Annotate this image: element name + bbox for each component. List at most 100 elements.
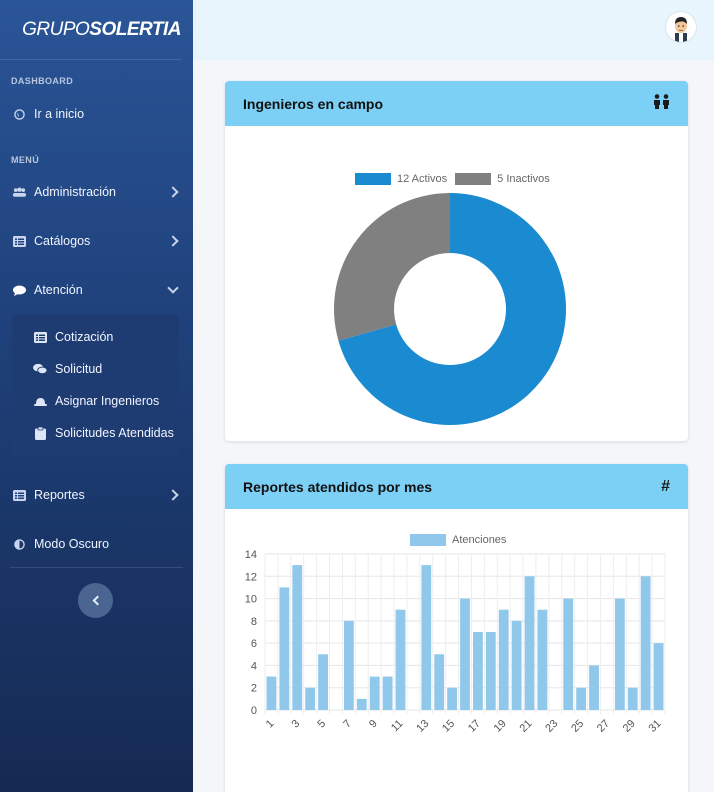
chevron-right-icon bbox=[167, 489, 179, 501]
sidebar-item-administracion[interactable]: Administración bbox=[0, 180, 193, 204]
atencion-submenu: Cotización Solicitud Asignar Ingenieros … bbox=[12, 314, 179, 456]
bar[interactable] bbox=[460, 598, 470, 710]
sidebar-item-atencion[interactable]: Atención bbox=[0, 278, 193, 302]
x-tick-label: 15 bbox=[440, 718, 457, 735]
list-icon bbox=[12, 235, 27, 247]
hard-hat-icon bbox=[33, 396, 47, 407]
collapse-sidebar-button[interactable] bbox=[78, 583, 113, 618]
submenu-item-label: Asignar Ingenieros bbox=[55, 394, 160, 408]
sidebar: GRUPOSOLERTIA DASHBOARD Ir a inicio MENÚ… bbox=[0, 0, 193, 792]
chevron-left-icon bbox=[92, 595, 102, 606]
reports-card: Reportes atendidos por mes # Atenciones … bbox=[225, 464, 688, 792]
chevron-down-icon bbox=[167, 282, 179, 294]
x-tick-label: 31 bbox=[647, 718, 664, 735]
sidebar-item-catalogos[interactable]: Catálogos bbox=[0, 229, 193, 253]
chevron-right-icon bbox=[167, 186, 179, 198]
bar[interactable] bbox=[292, 565, 303, 710]
bar[interactable] bbox=[447, 687, 457, 710]
bar[interactable] bbox=[576, 687, 587, 710]
bar[interactable] bbox=[434, 654, 445, 710]
sidebar-item-label: Modo Oscuro bbox=[34, 537, 110, 551]
submenu-item-cotizacion[interactable]: Cotización bbox=[12, 326, 179, 348]
submenu-item-solicitudes-atendidas[interactable]: Solicitudes Atendidas bbox=[12, 422, 179, 444]
x-tick-label: 27 bbox=[595, 718, 612, 735]
doughnut-slice[interactable] bbox=[334, 193, 450, 341]
submenu-item-solicitud[interactable]: Solicitud bbox=[12, 358, 179, 380]
bar[interactable] bbox=[318, 654, 328, 710]
bar[interactable] bbox=[343, 620, 354, 710]
comment-icon bbox=[12, 285, 27, 296]
bar[interactable] bbox=[627, 687, 638, 710]
bar[interactable] bbox=[266, 676, 277, 710]
submenu-item-label: Solicitud bbox=[55, 362, 103, 376]
bar[interactable] bbox=[485, 632, 496, 710]
pie-legend: 12 Activos 5 Inactivos bbox=[355, 173, 550, 185]
submenu-item-label: Cotización bbox=[55, 330, 114, 344]
y-tick-label: 0 bbox=[251, 705, 257, 717]
y-tick-label: 8 bbox=[251, 616, 257, 628]
contrast-icon bbox=[12, 538, 27, 550]
users-icon bbox=[12, 187, 27, 198]
submenu-item-label: Solicitudes Atendidas bbox=[55, 426, 174, 440]
bar[interactable] bbox=[653, 643, 664, 710]
chevron-right-icon bbox=[167, 235, 179, 247]
menu-section-title: MENÚ bbox=[11, 155, 40, 165]
y-tick-label: 4 bbox=[251, 660, 257, 672]
x-tick-label: 19 bbox=[492, 718, 509, 735]
user-avatar-icon bbox=[675, 17, 687, 42]
x-tick-label: 9 bbox=[367, 718, 380, 731]
legend-label-inactivos: 5 Inactivos bbox=[497, 173, 550, 185]
submenu-item-asignar-ingenieros[interactable]: Asignar Ingenieros bbox=[12, 390, 179, 412]
bar[interactable] bbox=[614, 598, 625, 710]
x-tick-label: 29 bbox=[621, 718, 638, 735]
y-tick-label: 6 bbox=[251, 638, 257, 650]
x-tick-label: 11 bbox=[389, 718, 406, 735]
engineers-card: Ingenieros en campo 12 Activos 5 Inactiv… bbox=[225, 81, 688, 441]
sidebar-item-label: Administración bbox=[34, 185, 116, 199]
y-tick-label: 10 bbox=[245, 594, 257, 606]
bar[interactable] bbox=[382, 676, 393, 710]
sidebar-item-modo-oscuro[interactable]: Modo Oscuro bbox=[0, 532, 193, 556]
y-tick-label: 12 bbox=[245, 571, 257, 583]
bar[interactable] bbox=[511, 620, 522, 710]
list-alt-icon bbox=[33, 331, 47, 343]
bar[interactable] bbox=[305, 687, 316, 710]
doughnut-slice[interactable] bbox=[338, 193, 566, 425]
comments-icon bbox=[33, 363, 47, 375]
globe-icon bbox=[12, 108, 27, 120]
y-tick-label: 14 bbox=[245, 549, 257, 561]
top-header bbox=[193, 0, 714, 60]
legend-swatch-atenciones bbox=[410, 534, 446, 546]
bar[interactable] bbox=[421, 565, 432, 710]
brand-name: GRUPOSOLERTIA bbox=[22, 18, 181, 40]
sidebar-item-label: Catálogos bbox=[34, 234, 91, 248]
brand-logo[interactable]: GRUPOSOLERTIA bbox=[0, 0, 181, 60]
bar[interactable] bbox=[563, 598, 574, 710]
x-tick-label: 13 bbox=[414, 718, 431, 735]
people-icon bbox=[653, 93, 670, 114]
bar[interactable] bbox=[473, 632, 483, 710]
bar[interactable] bbox=[640, 576, 651, 710]
bar[interactable] bbox=[524, 576, 535, 710]
bar[interactable] bbox=[537, 609, 548, 710]
sidebar-item-label: Atención bbox=[34, 283, 83, 297]
bar[interactable] bbox=[498, 609, 509, 710]
card-header: Ingenieros en campo bbox=[225, 81, 688, 126]
legend-swatch-activos bbox=[355, 173, 391, 185]
sidebar-item-reportes[interactable]: Reportes bbox=[0, 483, 193, 507]
avatar[interactable] bbox=[666, 12, 696, 42]
bar[interactable] bbox=[369, 676, 380, 710]
x-tick-label: 21 bbox=[517, 718, 534, 735]
bar[interactable] bbox=[356, 698, 367, 710]
legend-label-atenciones: Atenciones bbox=[452, 534, 507, 546]
doughnut-chart bbox=[334, 193, 566, 425]
bar[interactable] bbox=[279, 587, 290, 710]
sidebar-item-home[interactable]: Ir a inicio bbox=[0, 102, 193, 126]
bar[interactable] bbox=[589, 665, 599, 710]
dashboard-section-title: DASHBOARD bbox=[11, 76, 74, 86]
table-icon bbox=[12, 489, 27, 501]
x-tick-label: 3 bbox=[290, 718, 303, 731]
bar[interactable] bbox=[395, 609, 406, 710]
x-tick-label: 1 bbox=[264, 718, 277, 731]
x-tick-label: 25 bbox=[569, 718, 586, 735]
